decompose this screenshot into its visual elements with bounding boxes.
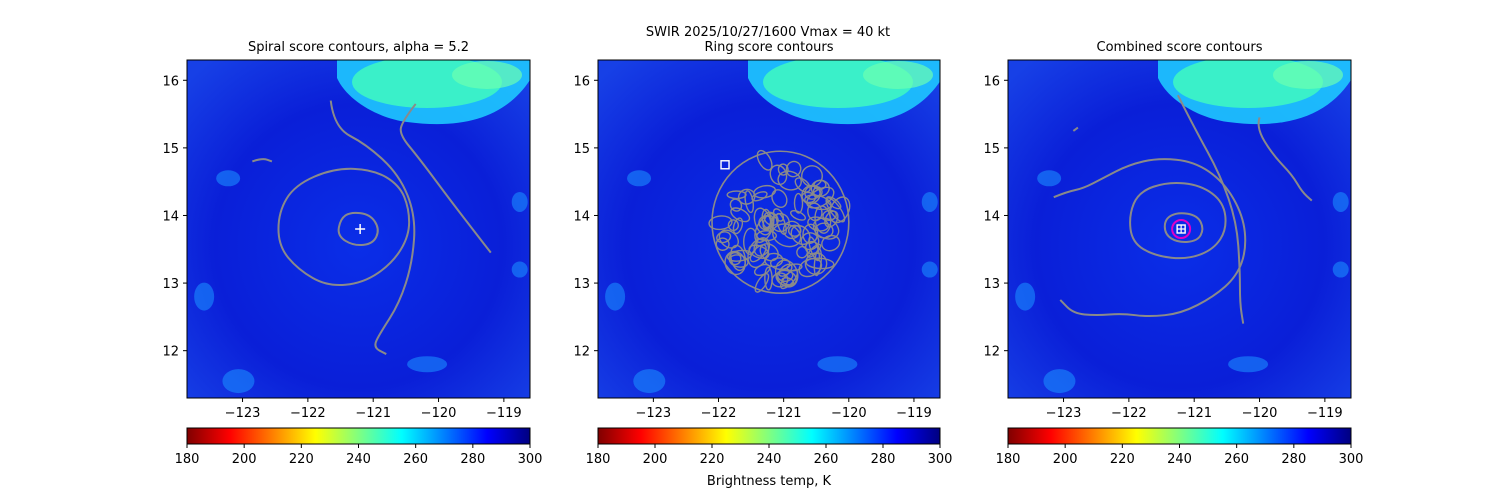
colorbar-label: Brightness temp, K	[707, 474, 832, 489]
colorbar-tick-label: 220	[700, 452, 725, 467]
contour-line	[337, 211, 379, 247]
y-tick-label: 13	[983, 277, 1000, 292]
brightness-image	[598, 60, 940, 398]
panel-3: Combined score contours −123 −122 −121 −120 −…	[983, 40, 1363, 467]
y-tick-label: 15	[573, 142, 590, 157]
x-tick-label: −120	[421, 406, 457, 421]
ring-score-region	[708, 149, 851, 295]
contour-line	[1072, 126, 1079, 132]
figure-suptitle: SWIR 2025/10/27/1600 Vmax = 40 kt	[646, 25, 890, 40]
colorbar-tick-label: 300	[518, 452, 543, 467]
colorbar-tick-label: 180	[586, 452, 611, 467]
colorbar-tick-label: 260	[814, 452, 839, 467]
y-tick-label: 13	[162, 277, 179, 292]
y-tick-label: 16	[573, 74, 590, 89]
contour-line	[399, 103, 492, 254]
x-tick-label: −119	[896, 406, 932, 421]
y-tick-label: 14	[162, 209, 179, 224]
contour-line	[1163, 212, 1204, 243]
y-tick-label: 12	[162, 345, 179, 360]
contour-line	[1257, 117, 1313, 202]
contour-line	[1176, 94, 1245, 324]
axes-frame	[1007, 59, 1352, 399]
colorbar-tick-label: 280	[871, 452, 896, 467]
x-tick-label: −122	[290, 406, 326, 421]
axes-frame	[597, 59, 941, 399]
colorbar-tick-label: 200	[232, 452, 257, 467]
y-tick-label: 12	[573, 345, 590, 360]
panel-title: Spiral score contours, alpha = 5.2	[248, 40, 469, 55]
panel-1: Spiral score contours, alpha = 5.2 −123 −1…	[162, 40, 542, 467]
x-tick-label: −120	[831, 406, 867, 421]
contour-line	[252, 158, 273, 163]
x-tick-label: −121	[766, 406, 802, 421]
colorbar-tick-label: 280	[1281, 452, 1306, 467]
colorbar-tick-label: 240	[757, 452, 782, 467]
y-tick-label: 13	[573, 277, 590, 292]
center-marker	[1171, 219, 1192, 239]
brightness-image	[1008, 60, 1351, 398]
x-tick-label: −121	[1176, 406, 1212, 421]
colorbar-tick-label: 220	[1110, 452, 1135, 467]
colorbar-tick-label: 260	[403, 452, 428, 467]
colorbar-tick-label: 200	[643, 452, 668, 467]
y-tick-label: 14	[983, 209, 1000, 224]
panel-title: Ring score contours	[704, 40, 833, 55]
colorbar-tick-label: 180	[996, 452, 1021, 467]
x-tick-label: −121	[355, 406, 391, 421]
colorbar-tick-label: 180	[175, 452, 200, 467]
x-tick-label: −120	[1242, 406, 1278, 421]
x-tick-label: −119	[486, 406, 522, 421]
colorbar-tick-label: 280	[460, 452, 485, 467]
y-tick-label: 15	[162, 142, 179, 157]
y-tick-label: 16	[162, 74, 179, 89]
center-marker	[355, 224, 366, 234]
colorbar-tick-label: 300	[1339, 452, 1364, 467]
axes-frame	[186, 59, 531, 399]
panel-2: Ring score contours −123 −122 −121 −120 −119 1…	[573, 40, 952, 467]
colorbar-tick-label: 240	[346, 452, 371, 467]
contour-line	[1129, 181, 1227, 260]
contour-line	[1053, 158, 1247, 318]
colorbar	[597, 427, 941, 445]
colorbar	[1007, 427, 1352, 445]
colorbar-tick-label: 200	[1053, 452, 1078, 467]
x-tick-label: −119	[1307, 406, 1343, 421]
y-tick-label: 14	[573, 209, 590, 224]
x-tick-label: −123	[225, 406, 261, 421]
x-tick-label: −123	[1046, 406, 1082, 421]
colorbar-tick-label: 240	[1167, 452, 1192, 467]
panel-title: Combined score contours	[1097, 40, 1263, 55]
x-tick-label: −122	[1111, 406, 1147, 421]
y-tick-label: 15	[983, 142, 1000, 157]
x-tick-label: −123	[636, 406, 672, 421]
y-tick-label: 12	[983, 345, 1000, 360]
contour-line	[329, 100, 416, 355]
center-marker	[720, 160, 730, 170]
colorbar-tick-label: 220	[289, 452, 314, 467]
contour-line	[277, 167, 411, 287]
colorbar	[186, 427, 531, 445]
colorbar-tick-label: 300	[928, 452, 953, 467]
brightness-image	[187, 60, 530, 398]
x-tick-label: −122	[701, 406, 737, 421]
y-tick-label: 16	[983, 74, 1000, 89]
colorbar-tick-label: 260	[1224, 452, 1249, 467]
